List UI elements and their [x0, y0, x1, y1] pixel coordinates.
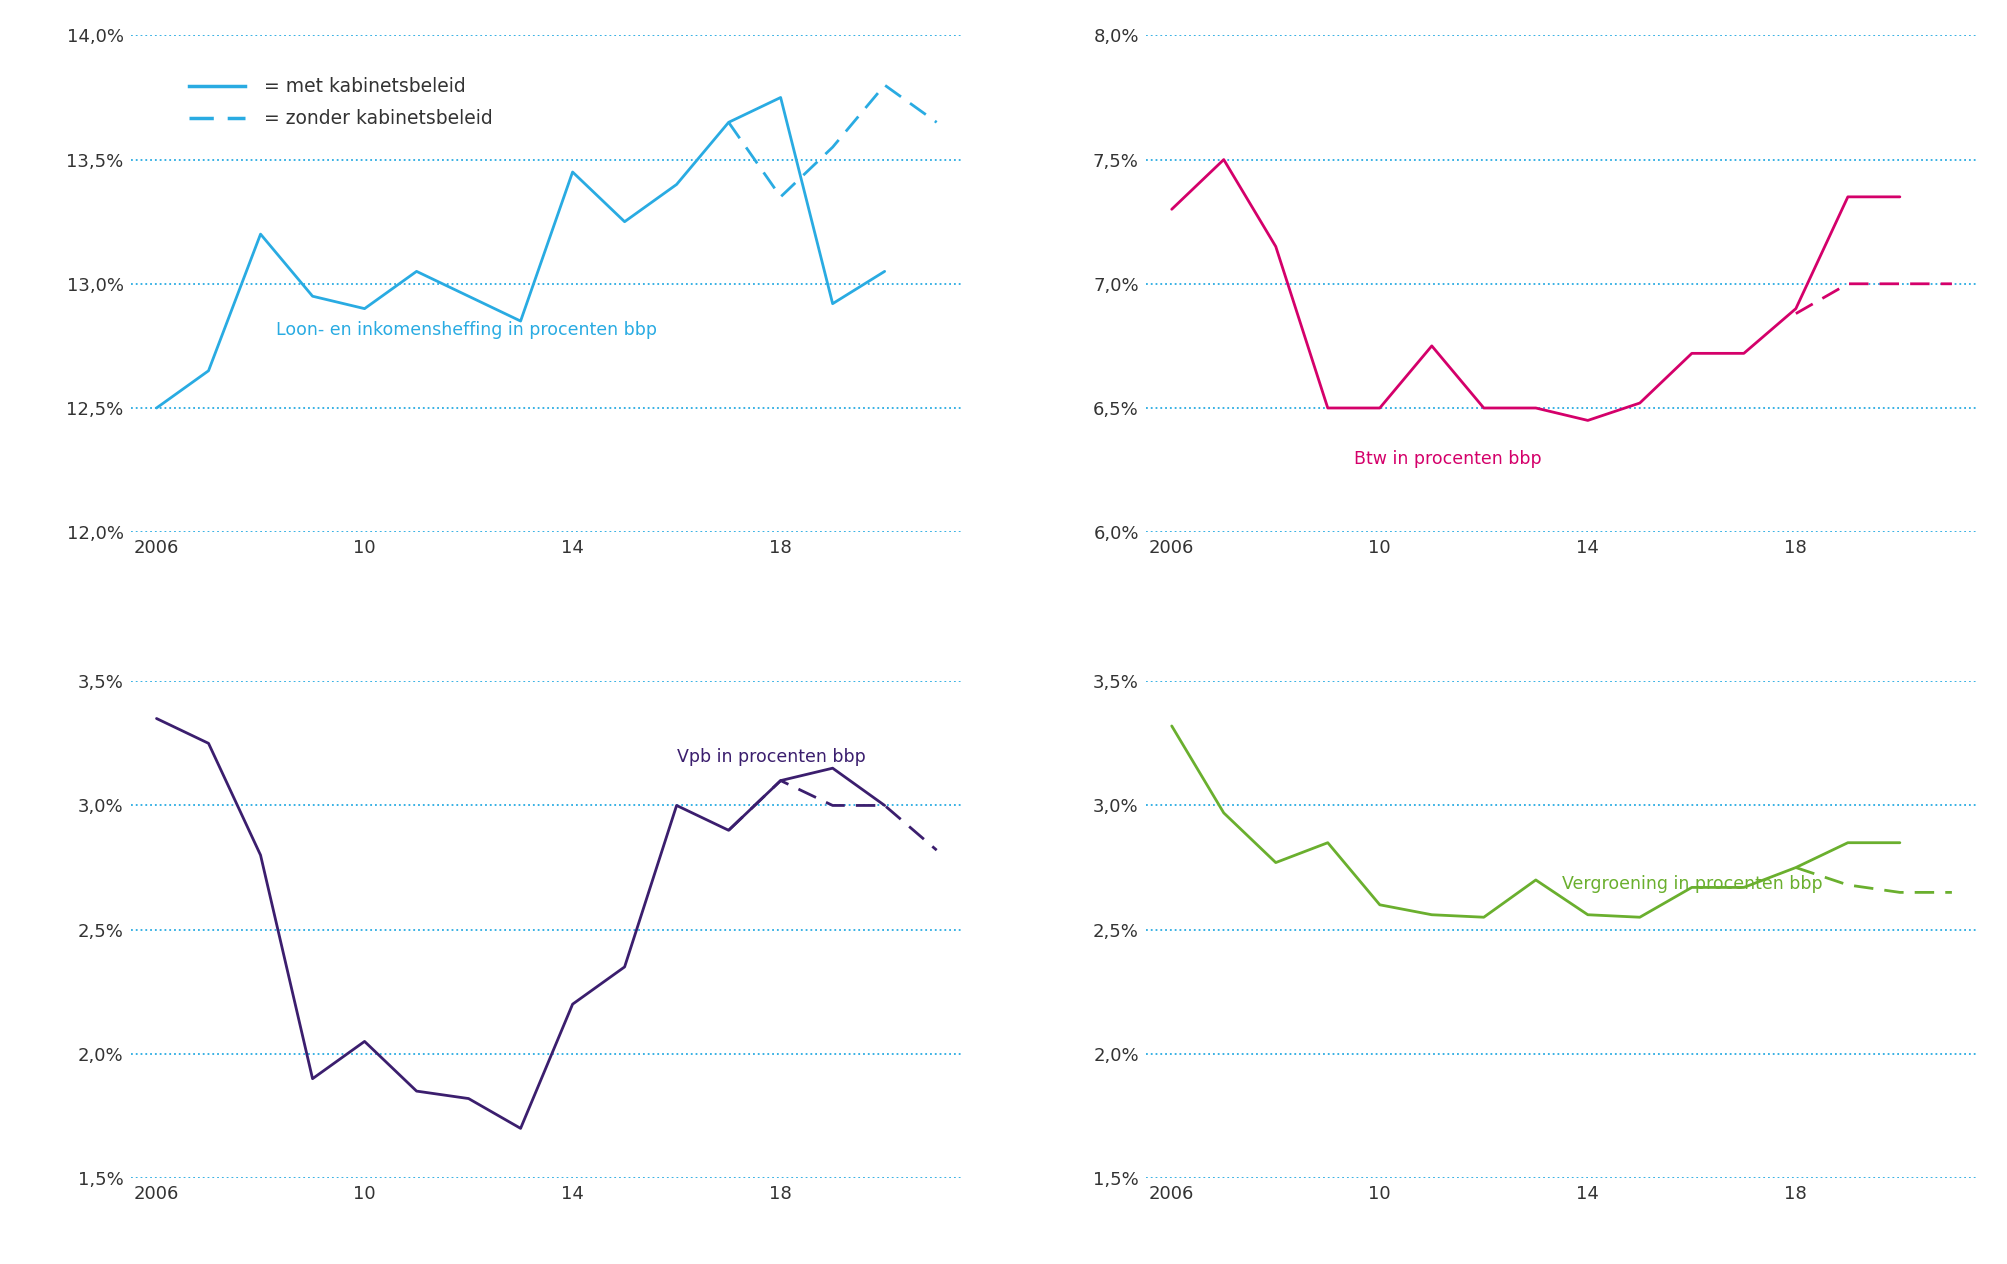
Legend: = met kabinetsbeleid, = zonder kabinetsbeleid: = met kabinetsbeleid, = zonder kabinetsb… — [181, 70, 500, 135]
Text: Btw in procenten bbp: Btw in procenten bbp — [1353, 450, 1541, 468]
Text: Loon- en inkomensheffing in procenten bbp: Loon- en inkomensheffing in procenten bb… — [277, 321, 656, 339]
Text: Vpb in procenten bbp: Vpb in procenten bbp — [676, 748, 865, 766]
Text: Vergroening in procenten bbp: Vergroening in procenten bbp — [1561, 875, 1822, 892]
